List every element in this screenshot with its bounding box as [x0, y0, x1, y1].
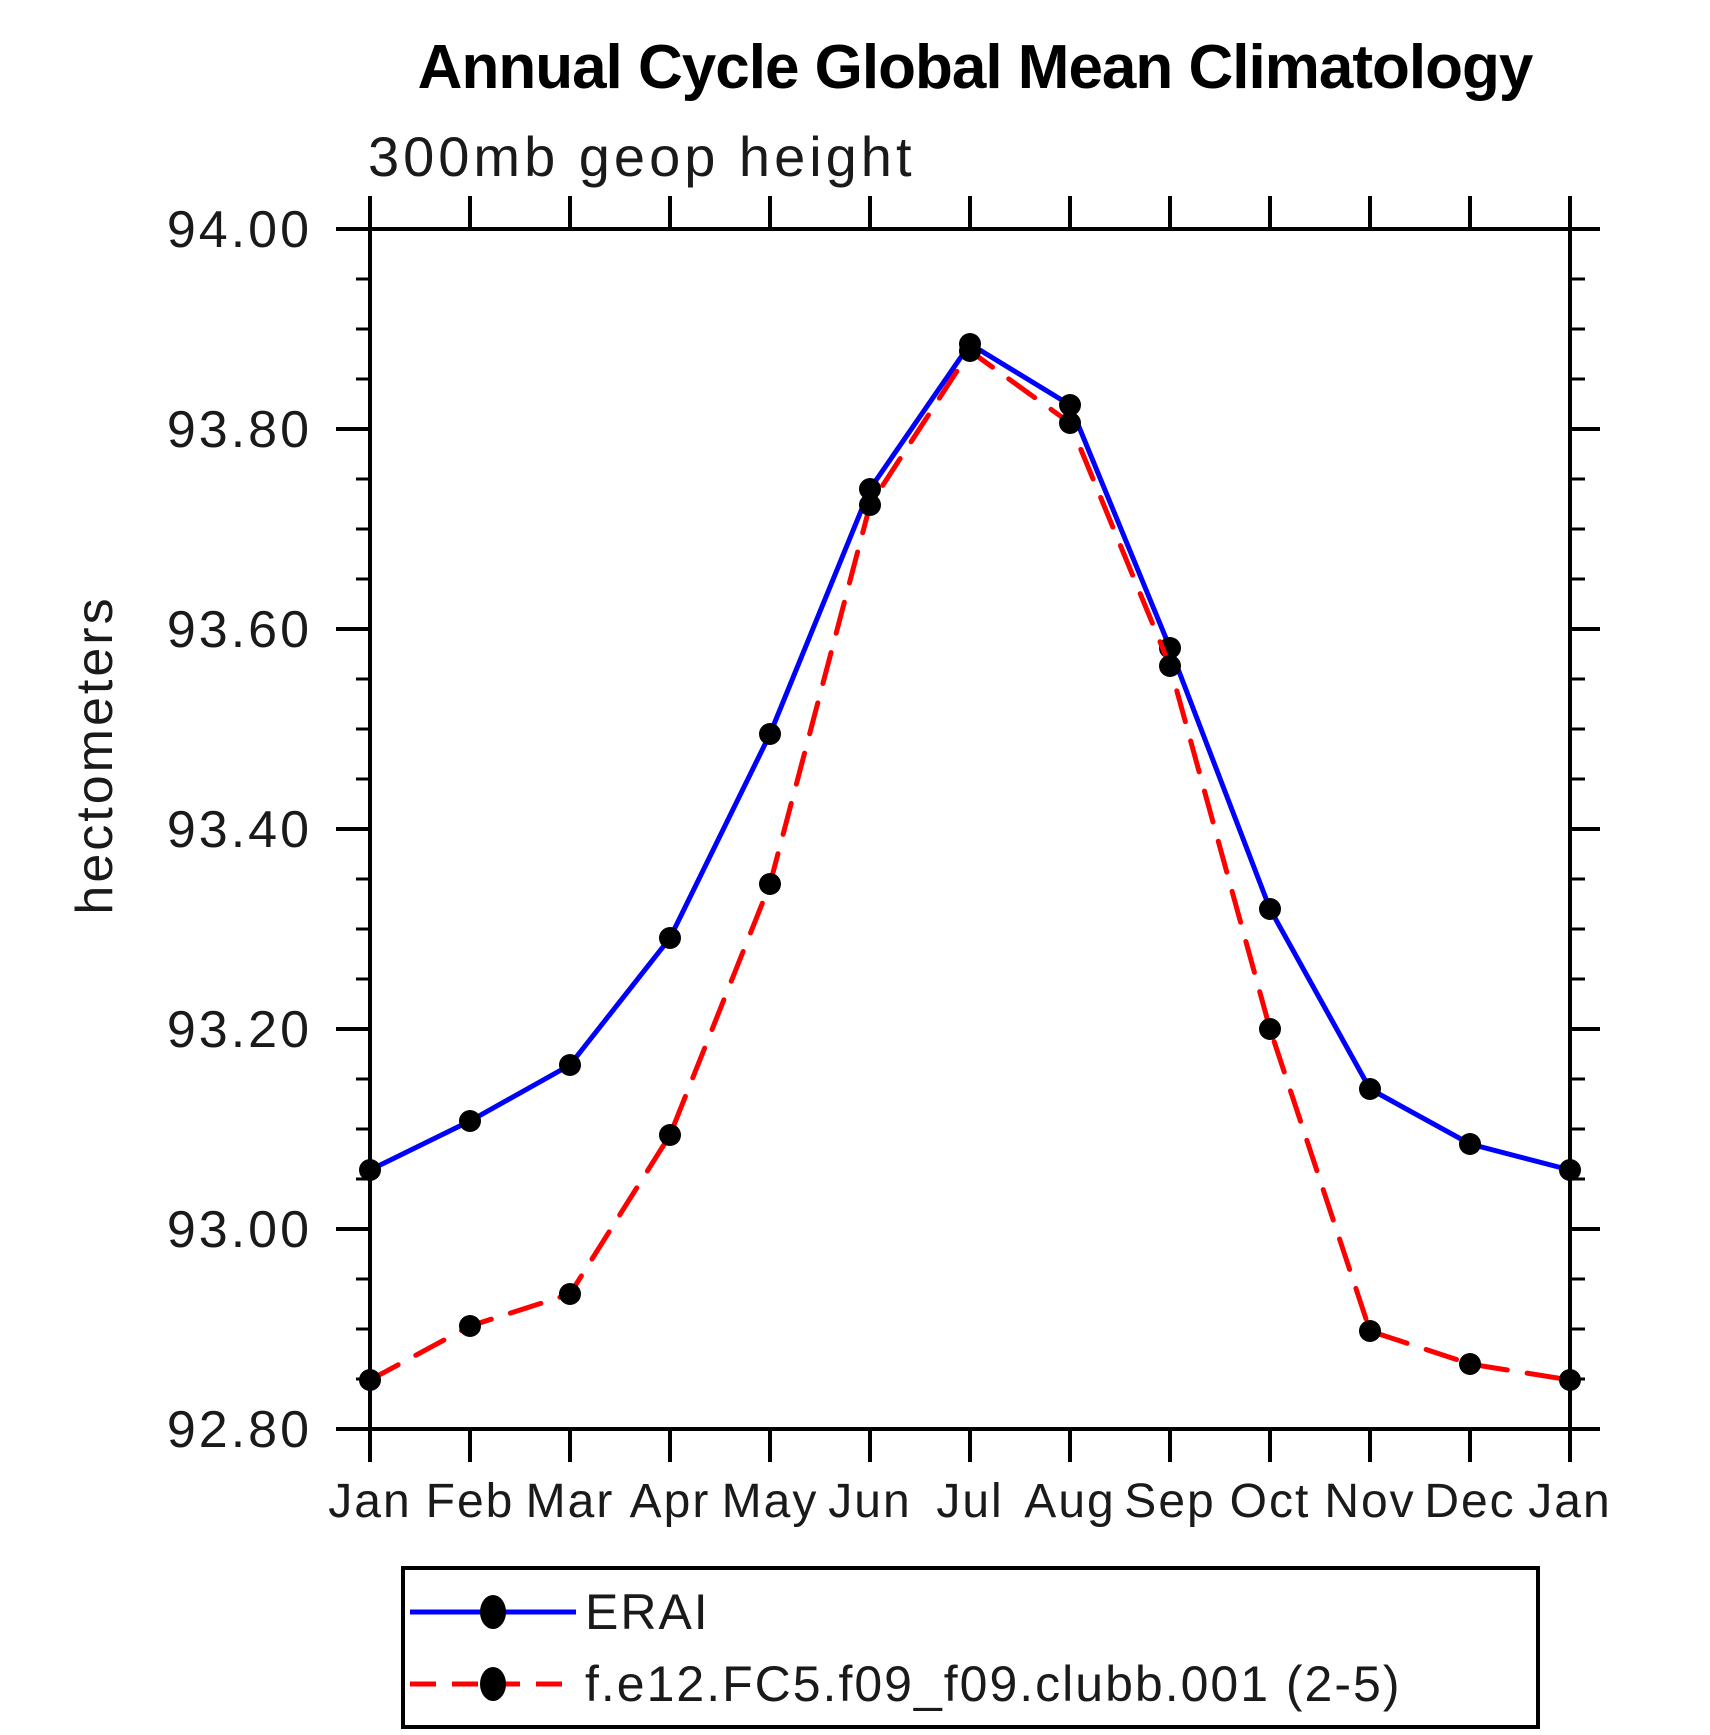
y-tick-label: 93.40 — [167, 801, 312, 859]
series-line-0 — [367, 341, 1573, 1173]
y-tick-label: 94.00 — [167, 201, 312, 259]
data-point-marker — [1059, 394, 1081, 416]
plot-border — [368, 227, 1572, 1431]
data-point-marker — [1359, 1078, 1381, 1100]
x-tick-label: Apr — [630, 1475, 711, 1528]
legend-marker-erai — [480, 1595, 506, 1629]
data-point-marker — [559, 1054, 581, 1076]
data-point-marker — [459, 1315, 481, 1337]
x-tick-label: Jun — [828, 1475, 911, 1528]
x-tick-label: Jan — [1528, 1475, 1611, 1528]
x-tick-label: Aug — [1024, 1475, 1115, 1528]
y-tick-label: 93.80 — [167, 401, 312, 459]
data-point-marker — [1459, 1353, 1481, 1375]
data-point-marker — [1059, 412, 1081, 434]
data-point-marker — [859, 478, 881, 500]
x-tick-label: Nov — [1324, 1475, 1415, 1528]
data-point-marker — [359, 1369, 381, 1391]
y-tick-label: 92.80 — [167, 1401, 312, 1459]
chart-title: Annual Cycle Global Mean Climatology — [418, 33, 1534, 102]
data-point-marker — [659, 1124, 681, 1146]
data-series — [359, 333, 1581, 1391]
y-axis-title: hectometers — [66, 595, 124, 914]
data-point-marker — [1559, 1369, 1581, 1391]
data-point-marker — [959, 340, 981, 362]
data-point-marker — [759, 723, 781, 745]
x-tick-label: Dec — [1424, 1475, 1515, 1528]
legend-label-model: f.e12.FC5.f09_f09.clubb.001 (2-5) — [585, 1656, 1401, 1712]
x-axis-tick-labels: Jan Feb Mar Apr May Jun Jul Aug Sep Oct Nov Dec Jan — [328, 1475, 1611, 1528]
x-tick-label: Sep — [1124, 1475, 1215, 1528]
data-point-marker — [759, 873, 781, 895]
y-axis-ticks — [336, 227, 1600, 1431]
data-point-marker — [659, 927, 681, 949]
y-tick-label: 93.20 — [167, 1001, 312, 1059]
data-point-marker — [1259, 1018, 1281, 1040]
x-axis-ticks — [368, 196, 1572, 1462]
data-point-marker — [859, 494, 881, 516]
data-point-marker — [1159, 655, 1181, 677]
legend: ERAI f.e12.FC5.f09_f09.clubb.001 (2-5) — [401, 1566, 1540, 1729]
legend-marker-model — [480, 1667, 506, 1701]
legend-label-erai: ERAI — [585, 1584, 710, 1640]
series-line-1 — [367, 348, 1573, 1383]
x-tick-label: Oct — [1230, 1475, 1311, 1528]
legend-box — [401, 1566, 1540, 1729]
chart-subtitle: 300mb geop height — [368, 125, 916, 188]
data-point-marker — [1359, 1320, 1381, 1342]
x-tick-label: Jul — [936, 1475, 1003, 1528]
plot-frame — [368, 227, 1572, 1431]
x-tick-label: Jan — [328, 1475, 411, 1528]
y-axis-tick-labels: 92.80 93.00 93.20 93.40 93.60 93.80 94.00 — [167, 201, 312, 1459]
x-tick-label: May — [722, 1475, 819, 1528]
data-point-marker — [1459, 1133, 1481, 1155]
data-point-marker — [1559, 1159, 1581, 1181]
data-point-marker — [1259, 898, 1281, 920]
y-tick-label: 93.60 — [167, 601, 312, 659]
x-tick-label: Mar — [526, 1475, 615, 1528]
x-tick-label: Feb — [426, 1475, 515, 1528]
data-point-marker — [459, 1110, 481, 1132]
data-point-marker — [559, 1283, 581, 1305]
y-tick-label: 93.00 — [167, 1201, 312, 1259]
data-point-marker — [359, 1159, 381, 1181]
